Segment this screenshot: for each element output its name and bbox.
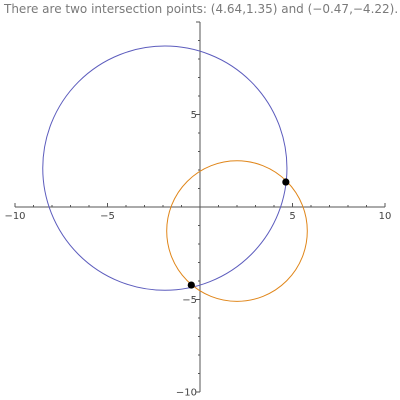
y-tick-label: −5 xyxy=(182,295,197,306)
x-tick-label: 5 xyxy=(289,211,295,222)
x-tick-label: 10 xyxy=(379,211,392,222)
y-tick-label: 5 xyxy=(191,110,197,121)
intersection-point xyxy=(282,178,290,186)
intersection-point xyxy=(187,281,195,289)
x-tick-label: −10 xyxy=(4,211,25,222)
curves xyxy=(42,45,308,302)
x-tick-label: −5 xyxy=(100,211,115,222)
axes: −10 −5 5 10 −10 −5 5 xyxy=(4,21,392,399)
blue-circle xyxy=(42,45,288,291)
intersection-points xyxy=(187,178,290,289)
y-tick-label: −10 xyxy=(176,388,197,399)
orange-circle xyxy=(166,160,308,302)
caption: There are two intersection points: (4.64… xyxy=(4,2,399,16)
